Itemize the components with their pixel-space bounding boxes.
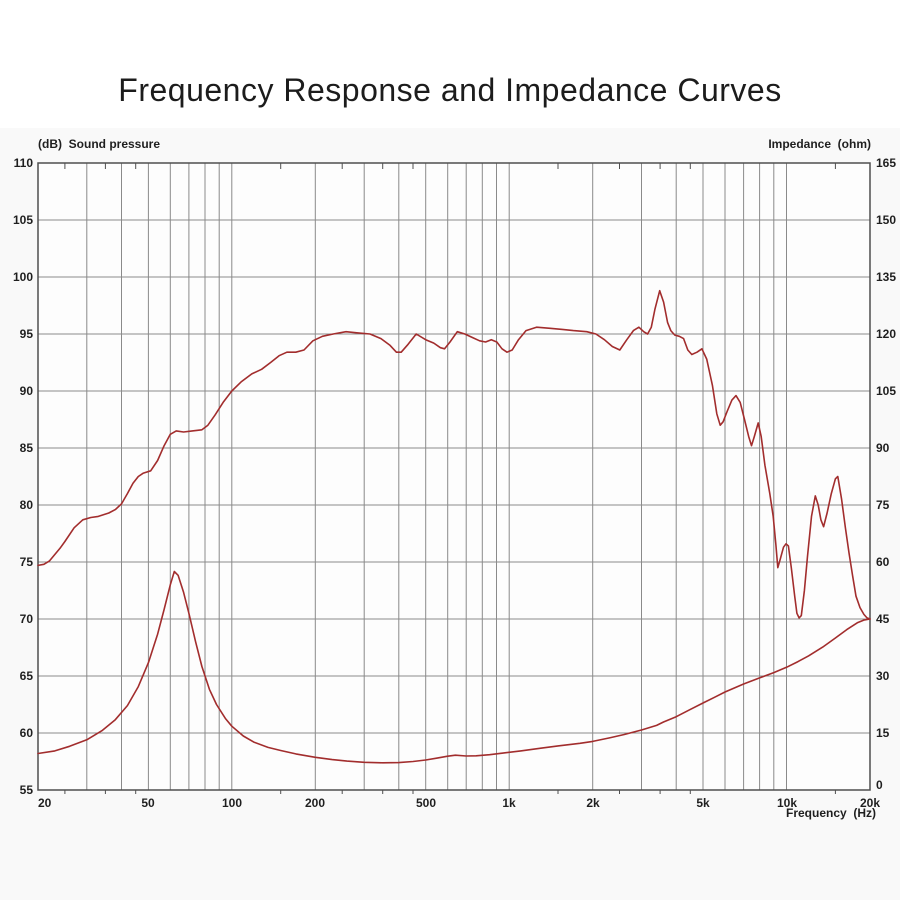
x-axis-title: Frequency (Hz) [785, 806, 876, 820]
chart-plot [37, 162, 871, 794]
x-tick-label: 50 [141, 796, 155, 810]
y-left-tick-label: 55 [19, 783, 33, 797]
y-right-tick-label: 75 [876, 498, 890, 512]
x-tick-label: 20 [38, 796, 52, 810]
y-right-tick-label: 15 [876, 726, 890, 740]
impedance-ohm-curve [37, 570, 871, 764]
y-right-tick-label: 165 [876, 156, 897, 170]
x-tick-label: 2k [586, 796, 600, 810]
y-left-tick-label: 65 [19, 669, 33, 683]
y-right-tick-label: 90 [876, 441, 890, 455]
y-right-tick-label: 135 [876, 270, 897, 284]
right-axis-title: Impedance (ohm) [768, 137, 871, 151]
y-left-tick-label: 95 [19, 327, 33, 341]
y-right-tick-label: 0 [876, 778, 883, 792]
y-left-tick-label: 80 [19, 498, 33, 512]
y-left-tick-label: 70 [19, 612, 33, 626]
y-right-tick-label: 105 [876, 384, 897, 398]
x-tick-label: 100 [221, 796, 243, 810]
x-tick-label: 200 [304, 796, 326, 810]
y-left-tick-label: 105 [12, 213, 33, 227]
y-right-tick-label: 45 [876, 612, 890, 626]
y-left-tick-label: 85 [19, 441, 33, 455]
y-left-tick-label: 90 [19, 384, 33, 398]
y-right-tick-label: 120 [876, 327, 897, 341]
y-right-tick-label: 30 [876, 669, 890, 683]
y-left-tick-label: 75 [19, 555, 33, 569]
x-tick-label: 500 [415, 796, 437, 810]
left-axis-title: (dB) Sound pressure [38, 137, 161, 151]
y-right-tick-label: 150 [876, 213, 897, 227]
plot-frame [37, 162, 871, 791]
y-left-tick-label: 100 [12, 270, 33, 284]
y-left-tick-label: 60 [19, 726, 33, 740]
x-tick-label: 5k [696, 796, 710, 810]
x-tick-label: 1k [502, 796, 516, 810]
plot-background [38, 163, 870, 790]
y-left-tick-label: 110 [13, 156, 33, 170]
page-title: Frequency Response and Impedance Curves [118, 72, 782, 108]
x-tick-label: 10k [776, 796, 798, 810]
sound-pressure-db-curve [37, 289, 871, 620]
y-right-tick-label: 60 [876, 555, 890, 569]
x-tick-label: 20k [859, 796, 881, 810]
chart-panel: (dB) Sound pressure Impedance (ohm) Freq… [0, 128, 900, 900]
